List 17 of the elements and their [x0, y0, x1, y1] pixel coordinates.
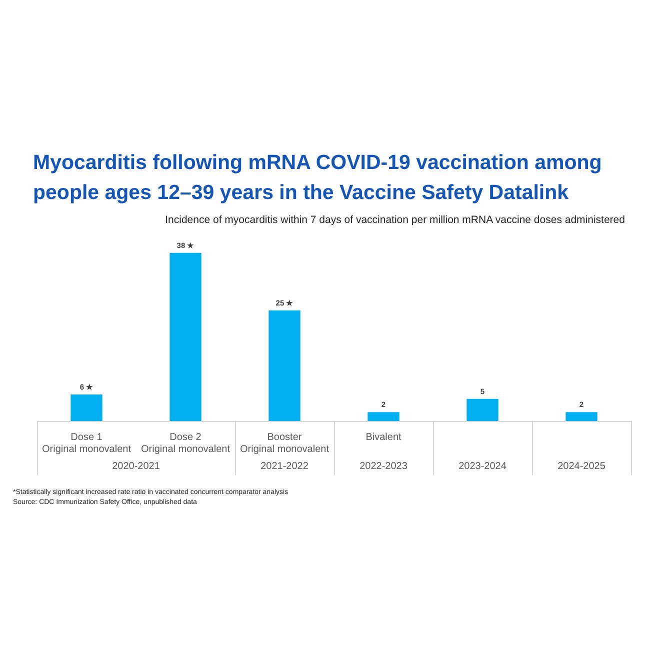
chart-subtitle: Incidence of myocarditis within 7 days of vaccination per million mRNA vaccine doses administered [165, 214, 625, 226]
text: 2024-2025 [558, 460, 606, 472]
x-tick-label: Dose 2 Original monovalent [141, 432, 230, 455]
chart-title: Myocarditis following mRNA COVID-19 vaccination among people ages 12–39 years in the Vaccine Safety Datalink [33, 150, 603, 206]
text: 2021-2022 [260, 460, 309, 472]
bar [368, 412, 400, 421]
x-tick-label: Dose 1 Original monovalent [42, 432, 132, 455]
text: 2020-2021 [112, 460, 160, 472]
bar [566, 412, 598, 421]
text: 2023-2024 [458, 460, 507, 472]
x-tick-label: Bivalent [366, 432, 402, 443]
x-tick-label: Booster Original monovalent [240, 432, 330, 455]
text: 2022-2023 [360, 460, 408, 472]
bar [70, 394, 102, 421]
bar [170, 252, 202, 421]
bar [466, 398, 498, 421]
bar [268, 310, 300, 421]
